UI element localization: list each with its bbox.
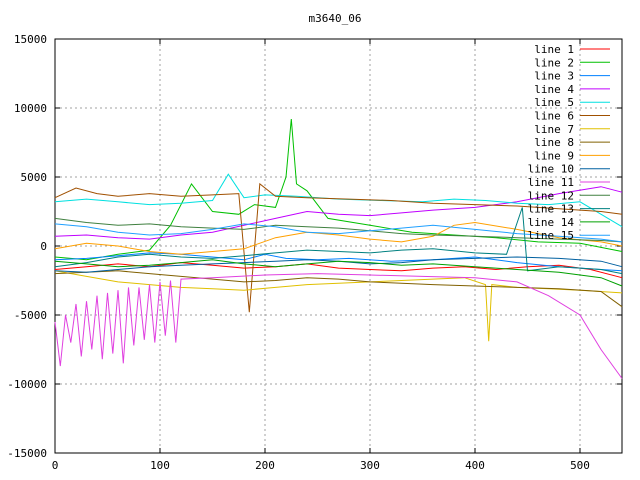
legend-label: line 15 <box>528 229 574 242</box>
chart-title: m3640_06 <box>309 12 362 25</box>
legend-label: line 6 <box>534 110 574 123</box>
x-tick-label: 100 <box>150 459 170 472</box>
legend-label: line 13 <box>528 203 574 216</box>
y-tick-label: -5000 <box>14 309 47 322</box>
legend-label: line 11 <box>528 176 574 189</box>
legend-label: line 1 <box>534 43 574 56</box>
y-tick-label: 5000 <box>21 171 48 184</box>
series-line-3 <box>54 252 623 272</box>
series-line-14 <box>54 259 623 287</box>
legend-label: line 4 <box>534 83 574 96</box>
y-tick-label: 0 <box>40 240 47 253</box>
series-line-11 <box>54 273 623 379</box>
series-line-13 <box>54 207 623 275</box>
x-tick-label: 200 <box>255 459 275 472</box>
legend-label: line 3 <box>534 70 574 83</box>
legend-label: line 8 <box>534 136 574 149</box>
y-tick-label: -10000 <box>7 378 47 391</box>
series-line-15 <box>54 223 623 243</box>
axes: 0 100 200 300 400 500 -15000 -10000 -5000 0 5000 10… <box>7 33 623 472</box>
series-line-9 <box>54 221 623 255</box>
legend-label: line 9 <box>534 149 574 162</box>
legend-label: line 7 <box>534 123 574 136</box>
x-tick-label: 500 <box>570 459 590 472</box>
grid-lines <box>55 39 622 453</box>
legend-label: line 10 <box>528 163 574 176</box>
series-line-10 <box>54 256 623 273</box>
series-line-8 <box>54 270 623 308</box>
legend-label: line 5 <box>534 96 574 109</box>
series-group <box>54 118 623 379</box>
x-tick-label: 300 <box>360 459 380 472</box>
series-line-4 <box>54 186 623 240</box>
x-tick-label: 400 <box>465 459 485 472</box>
x-tick-label: 0 <box>52 459 59 472</box>
series-line-6 <box>54 182 623 313</box>
legend-label: line 2 <box>534 56 574 69</box>
y-tick-label: 15000 <box>14 33 47 46</box>
legend-label: line 14 <box>528 216 575 229</box>
y-tick-label: -15000 <box>7 447 47 460</box>
series-line-5 <box>54 173 623 228</box>
legend-label: line 12 <box>528 189 574 202</box>
y-tick-label: 10000 <box>14 102 47 115</box>
series-line-12 <box>54 217 623 243</box>
